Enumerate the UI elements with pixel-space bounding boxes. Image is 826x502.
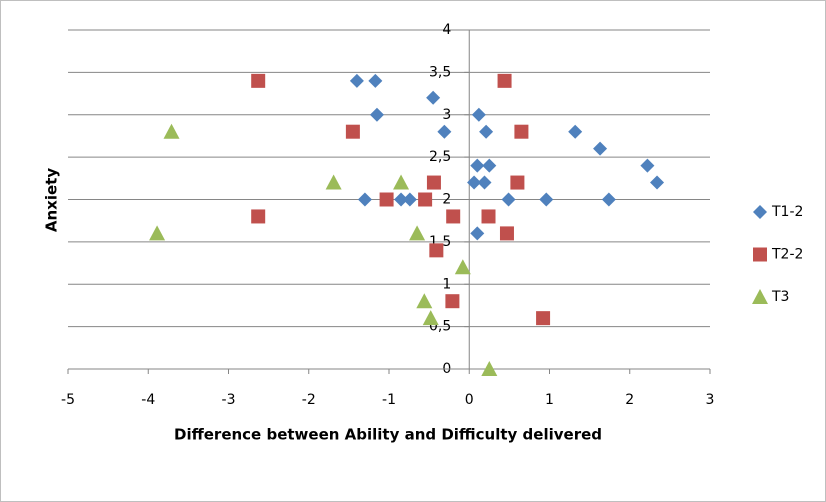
legend-label: T3 [771, 289, 789, 305]
point [481, 209, 496, 224]
point [568, 124, 583, 139]
point [536, 311, 551, 326]
point [379, 192, 394, 207]
y-tick-label: 2 [442, 192, 451, 208]
point [429, 243, 444, 258]
point [426, 175, 441, 190]
point [345, 124, 360, 139]
point [251, 73, 266, 88]
point [482, 158, 497, 173]
point [467, 175, 482, 190]
point [325, 174, 342, 190]
point [437, 124, 452, 139]
point [368, 73, 383, 88]
point [357, 192, 372, 207]
x-tick-label: 2 [625, 392, 634, 408]
x-axis-title: Difference between Ability and Difficult… [174, 426, 602, 444]
point [418, 192, 433, 207]
legend-marker [753, 205, 767, 219]
y-tick-label: 2,5 [429, 149, 451, 165]
point [446, 209, 461, 224]
point [163, 123, 180, 139]
x-tick-label: -1 [382, 392, 396, 408]
point [349, 73, 364, 88]
point [479, 124, 494, 139]
x-tick-label: 0 [465, 392, 474, 408]
point [477, 175, 492, 190]
point [470, 226, 485, 241]
y-tick-label: 3,5 [429, 64, 451, 80]
legend-label: T2-2 [771, 247, 803, 263]
x-tick-label: -4 [141, 392, 155, 408]
point [393, 174, 410, 190]
point [510, 175, 525, 190]
point [149, 225, 166, 241]
legend-label: T1-2 [771, 204, 803, 220]
x-tick-label: 1 [545, 392, 554, 408]
x-tick-label: -2 [302, 392, 316, 408]
point [470, 158, 485, 173]
point [445, 294, 460, 309]
point [481, 361, 498, 376]
point [593, 141, 608, 156]
point [422, 310, 439, 326]
point [650, 175, 665, 190]
point [454, 259, 471, 275]
point [416, 293, 433, 309]
y-axis-title: Anxiety [43, 168, 61, 232]
x-tick-label: -3 [222, 392, 236, 408]
point [497, 73, 512, 88]
y-tick-label: 1 [442, 276, 451, 292]
y-tick-label: 3 [442, 107, 451, 123]
point [601, 192, 616, 207]
legend-marker [753, 247, 767, 262]
point [369, 107, 384, 122]
point [640, 158, 655, 173]
point [402, 192, 417, 207]
point [471, 107, 486, 122]
point [426, 90, 441, 105]
legend-marker [752, 289, 768, 304]
x-tick-label: 3 [706, 392, 715, 408]
point [409, 225, 426, 241]
point [394, 192, 409, 207]
point [501, 192, 516, 207]
y-tick-label: 4 [442, 22, 451, 38]
point [539, 192, 554, 207]
point [499, 226, 514, 241]
point [514, 124, 529, 139]
point [251, 209, 266, 224]
x-tick-label: -5 [61, 392, 75, 408]
